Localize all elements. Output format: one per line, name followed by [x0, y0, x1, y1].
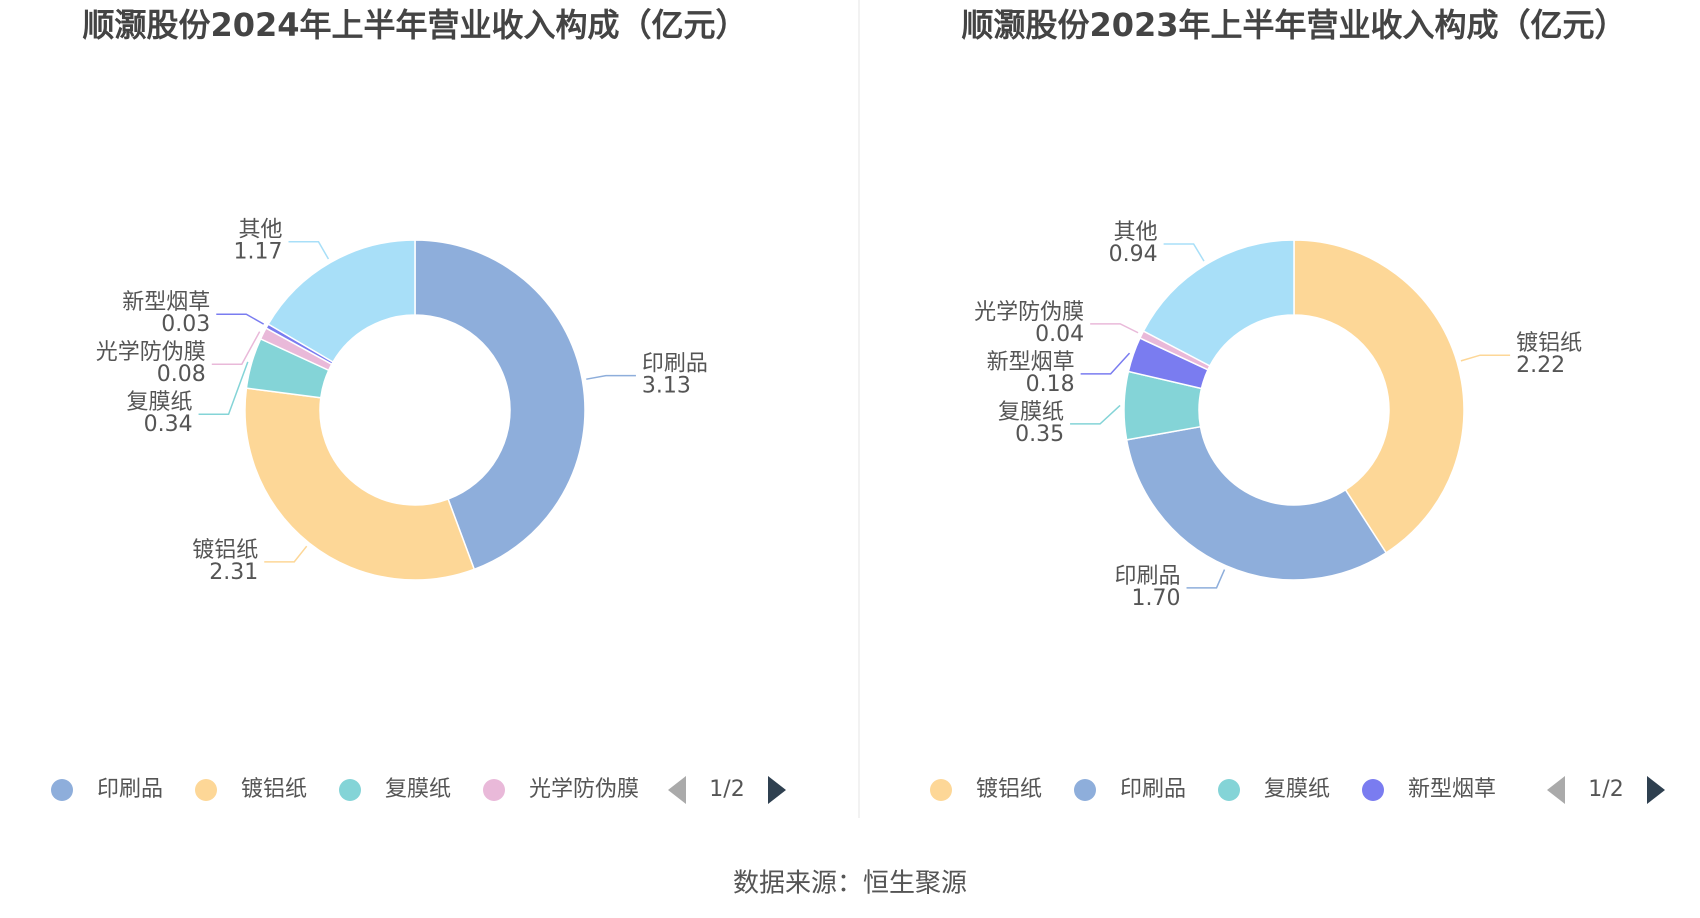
data-label-value: 0.35 [1015, 422, 1064, 447]
data-label-name: 镀铝纸 [192, 538, 258, 563]
data-label-name: 光学防伪膜 [974, 300, 1084, 325]
data-label-value: 0.03 [161, 312, 210, 337]
legend-label[interactable]: 镀铝纸 [241, 777, 307, 802]
data-label-value: 0.94 [1109, 242, 1158, 267]
data-label-name: 复膜纸 [127, 390, 193, 415]
legend-next[interactable] [768, 776, 786, 804]
leader-line [264, 545, 308, 563]
data-label-name: 其他 [1114, 220, 1158, 245]
legend-page: 1/2 [709, 777, 744, 802]
data-label-name: 新型烟草 [122, 290, 210, 315]
donut-slice [267, 239, 416, 364]
legend-label[interactable]: 印刷品 [97, 777, 163, 802]
legend-page: 1/2 [1588, 777, 1623, 802]
data-label-name: 镀铝纸 [1516, 331, 1582, 356]
chart-title: 顺灏股份2023年上半年营业收入构成（亿元） [961, 6, 1626, 44]
legend-marker[interactable] [483, 779, 505, 801]
legend-marker[interactable] [930, 779, 952, 801]
data-label-value: 2.22 [1516, 353, 1565, 378]
legend-label[interactable]: 镀铝纸 [976, 777, 1042, 802]
legend-label[interactable]: 印刷品 [1120, 777, 1186, 802]
leader-line [1090, 323, 1139, 334]
legend-marker[interactable] [339, 779, 361, 801]
data-label-value: 0.04 [1035, 322, 1084, 347]
leader-line [1460, 354, 1511, 362]
donut-slice [1125, 425, 1388, 581]
leader-line [288, 240, 330, 260]
legend-marker[interactable] [51, 779, 73, 801]
data-label-value: 0.08 [157, 362, 206, 387]
leader-line [1186, 569, 1226, 589]
legend-label[interactable]: 复膜纸 [385, 777, 451, 802]
legend-prev[interactable] [668, 776, 686, 804]
data-label-name: 印刷品 [1115, 564, 1181, 589]
legend-prev[interactable] [1547, 776, 1565, 804]
data-label-value: 1.70 [1132, 586, 1181, 611]
leader-line [1163, 243, 1205, 262]
legend-label[interactable]: 新型烟草 [1408, 777, 1496, 802]
leader-line [216, 313, 265, 325]
data-label-name: 光学防伪膜 [96, 340, 206, 365]
chart-title: 顺灏股份2024年上半年营业收入构成（亿元） [82, 6, 747, 44]
data-label-value: 3.13 [642, 374, 691, 399]
donut-slice [1142, 239, 1295, 367]
donut-slice [1293, 239, 1465, 554]
data-label-name: 新型烟草 [987, 350, 1075, 375]
leader-line [211, 331, 261, 365]
data-label-value: 0.34 [144, 412, 193, 437]
data-label-value: 0.18 [1026, 372, 1075, 397]
leader-line [198, 361, 249, 415]
legend-label[interactable]: 光学防伪膜 [529, 777, 639, 802]
donut-slice [414, 239, 586, 571]
legend-marker[interactable] [1074, 779, 1096, 801]
data-label-name: 复膜纸 [998, 400, 1064, 425]
legend-marker[interactable] [195, 779, 217, 801]
data-label-value: 2.31 [209, 560, 258, 585]
leader-line [586, 374, 636, 380]
source-note: 数据来源：恒生聚源 [733, 869, 967, 899]
legend-marker[interactable] [1218, 779, 1240, 801]
donut-slice [244, 387, 476, 581]
data-label-value: 1.17 [234, 240, 283, 265]
leader-line [1070, 404, 1121, 425]
leader-line [1080, 352, 1131, 375]
data-label-name: 印刷品 [642, 352, 708, 377]
legend-next[interactable] [1647, 776, 1665, 804]
legend-label[interactable]: 复膜纸 [1264, 777, 1330, 802]
legend-marker[interactable] [1362, 779, 1384, 801]
data-label-name: 其他 [238, 218, 282, 243]
